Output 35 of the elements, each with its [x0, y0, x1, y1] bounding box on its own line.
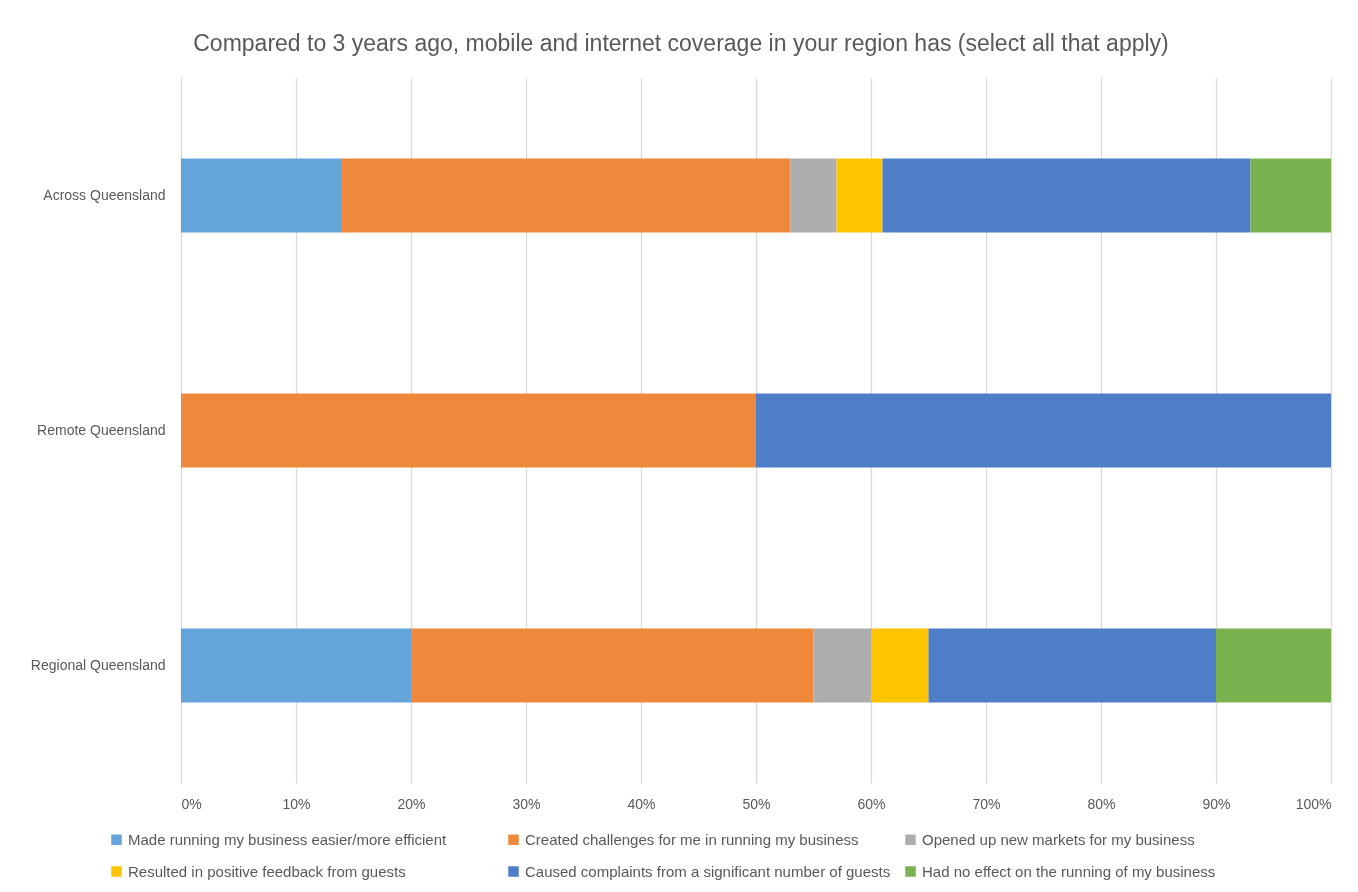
bar — [1216, 628, 1331, 703]
x-tick-label: 60% — [857, 795, 886, 812]
x-tick-label: 80% — [1087, 795, 1116, 812]
bar — [836, 158, 883, 233]
bar — [871, 628, 929, 703]
x-tick-label: 30% — [512, 795, 541, 812]
x-tick-label: 40% — [627, 795, 656, 812]
bar — [181, 393, 756, 468]
x-tick-label: 70% — [972, 795, 1001, 812]
x-tick-label: 20% — [397, 795, 426, 812]
legend-label: Made running my business easier/more efficient — [128, 830, 448, 848]
legend-label: Opened up new markets for my business — [922, 830, 1195, 848]
bar — [882, 158, 1251, 233]
bar — [411, 628, 814, 703]
legend-label: Resulted in positive feedback from guests — [128, 862, 406, 880]
x-tick-label: 90% — [1202, 795, 1231, 812]
x-tick-label: 0% — [181, 795, 202, 812]
x-tick-label: 50% — [742, 795, 771, 812]
legend-label: Caused complaints from a significant number of guests — [525, 862, 891, 880]
bar — [928, 628, 1216, 703]
bar — [342, 158, 791, 233]
x-tick-label: 100% — [1295, 795, 1332, 812]
bar — [790, 158, 837, 233]
bar — [1250, 158, 1331, 233]
legend-label: Created challenges for me in running my business — [525, 830, 859, 848]
legend-label: Had no effect on the running of my business — [922, 862, 1216, 880]
bar — [181, 628, 411, 703]
chart-title: Compared to 3 years ago, mobile and internet coverage in your region has (select all that apply) — [193, 30, 1169, 56]
bar — [813, 628, 871, 703]
bar — [756, 393, 1331, 468]
y-tick-label: Regional Queensland — [30, 656, 166, 673]
y-tick-label: Remote Queensland — [37, 421, 166, 438]
bar — [181, 158, 342, 233]
x-tick-label: 10% — [282, 795, 311, 812]
y-tick-label: Across Queensland — [43, 186, 166, 203]
